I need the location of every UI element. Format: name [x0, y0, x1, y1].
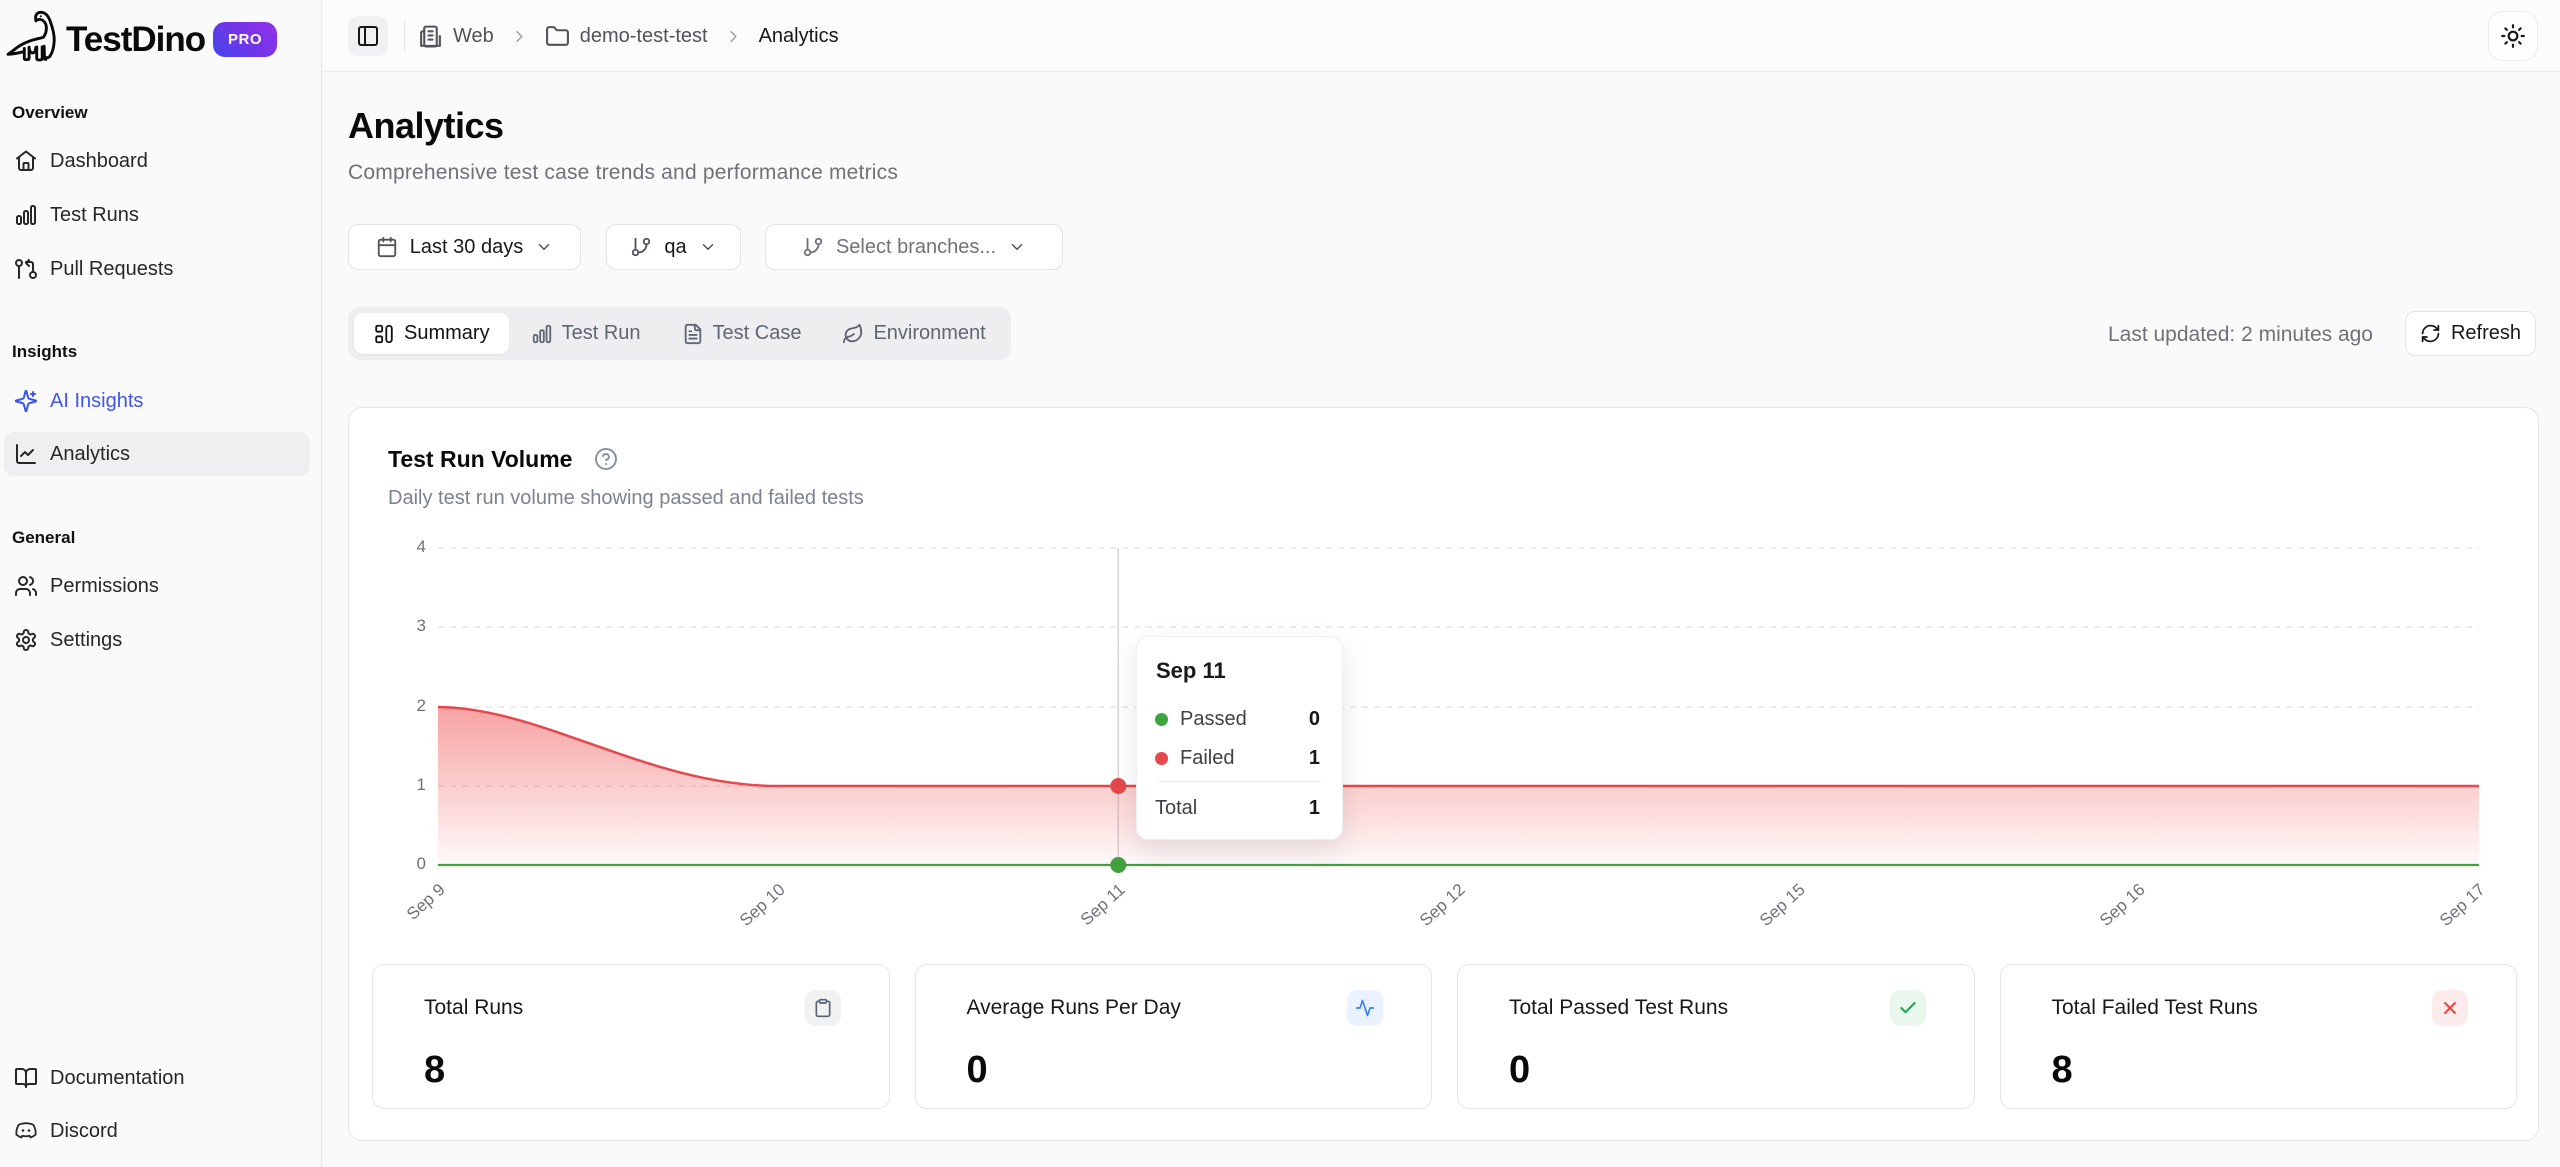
svg-text:Sep 16: Sep 16 [2096, 880, 2149, 930]
svg-text:4: 4 [417, 537, 426, 556]
svg-text:1: 1 [417, 775, 426, 794]
svg-text:Sep 12: Sep 12 [1416, 880, 1469, 930]
svg-text:Sep 9: Sep 9 [403, 880, 449, 924]
svg-text:Sep 11: Sep 11 [1077, 880, 1129, 929]
svg-text:Sep 10: Sep 10 [736, 880, 789, 930]
svg-text:0: 0 [417, 854, 426, 873]
svg-text:Sep 15: Sep 15 [1756, 880, 1809, 930]
svg-text:Sep 17: Sep 17 [2436, 880, 2489, 930]
svg-text:2: 2 [417, 696, 426, 715]
svg-text:3: 3 [417, 616, 426, 635]
